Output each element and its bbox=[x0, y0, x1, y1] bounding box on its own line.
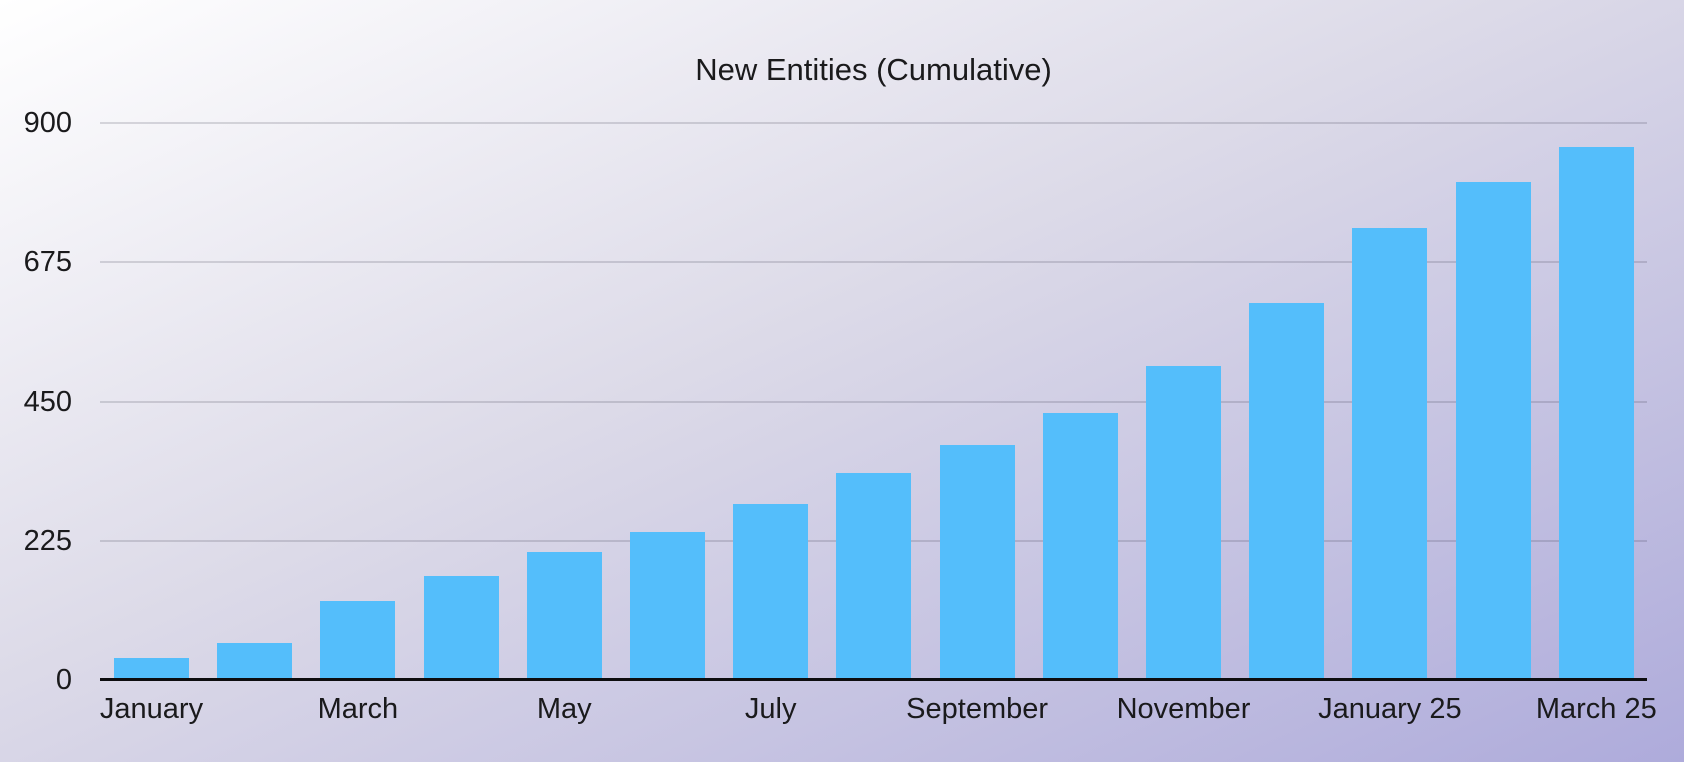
bar-march-25 bbox=[1558, 147, 1634, 679]
x-tick-label-may: May bbox=[536, 693, 592, 725]
x-tick-label-july: July bbox=[744, 693, 797, 725]
x-tick-label-september: September bbox=[906, 693, 1049, 725]
bar-february bbox=[217, 643, 293, 679]
y-tick-label-675: 675 bbox=[23, 246, 72, 279]
x-tick-label-march-25: March 25 bbox=[1535, 693, 1657, 725]
bar-july bbox=[733, 503, 809, 679]
bar-february-25 bbox=[1455, 182, 1531, 679]
chart-title: New Entities (Cumulative) bbox=[695, 52, 1052, 87]
bar-january bbox=[114, 657, 189, 679]
x-tick-label-november: November bbox=[1116, 693, 1251, 725]
gridline-450 bbox=[100, 400, 1647, 403]
x-tick-label-january-25: January 25 bbox=[1318, 693, 1462, 725]
x-tick-label-january: January bbox=[99, 693, 204, 725]
y-tick-label-900: 900 bbox=[23, 107, 72, 139]
bar-october bbox=[1042, 412, 1118, 679]
bar-march bbox=[320, 601, 396, 679]
x-tick-label-march: March bbox=[317, 693, 399, 725]
plot-area bbox=[100, 122, 1647, 681]
bar-november bbox=[1146, 365, 1221, 679]
x-axis-line bbox=[100, 678, 1647, 681]
bar-september bbox=[939, 445, 1015, 679]
bar-june bbox=[630, 531, 705, 679]
y-tick-label-0: 0 bbox=[55, 664, 72, 696]
bar-may bbox=[526, 551, 602, 679]
y-tick-label-225: 225 bbox=[23, 524, 72, 557]
bar-april bbox=[423, 575, 499, 679]
bar-january-25 bbox=[1352, 227, 1428, 679]
gridline-900 bbox=[100, 122, 1647, 124]
bar-august bbox=[836, 472, 912, 679]
gridline-675 bbox=[100, 261, 1647, 264]
y-tick-label-450: 450 bbox=[23, 385, 72, 418]
bar-december bbox=[1249, 303, 1325, 679]
